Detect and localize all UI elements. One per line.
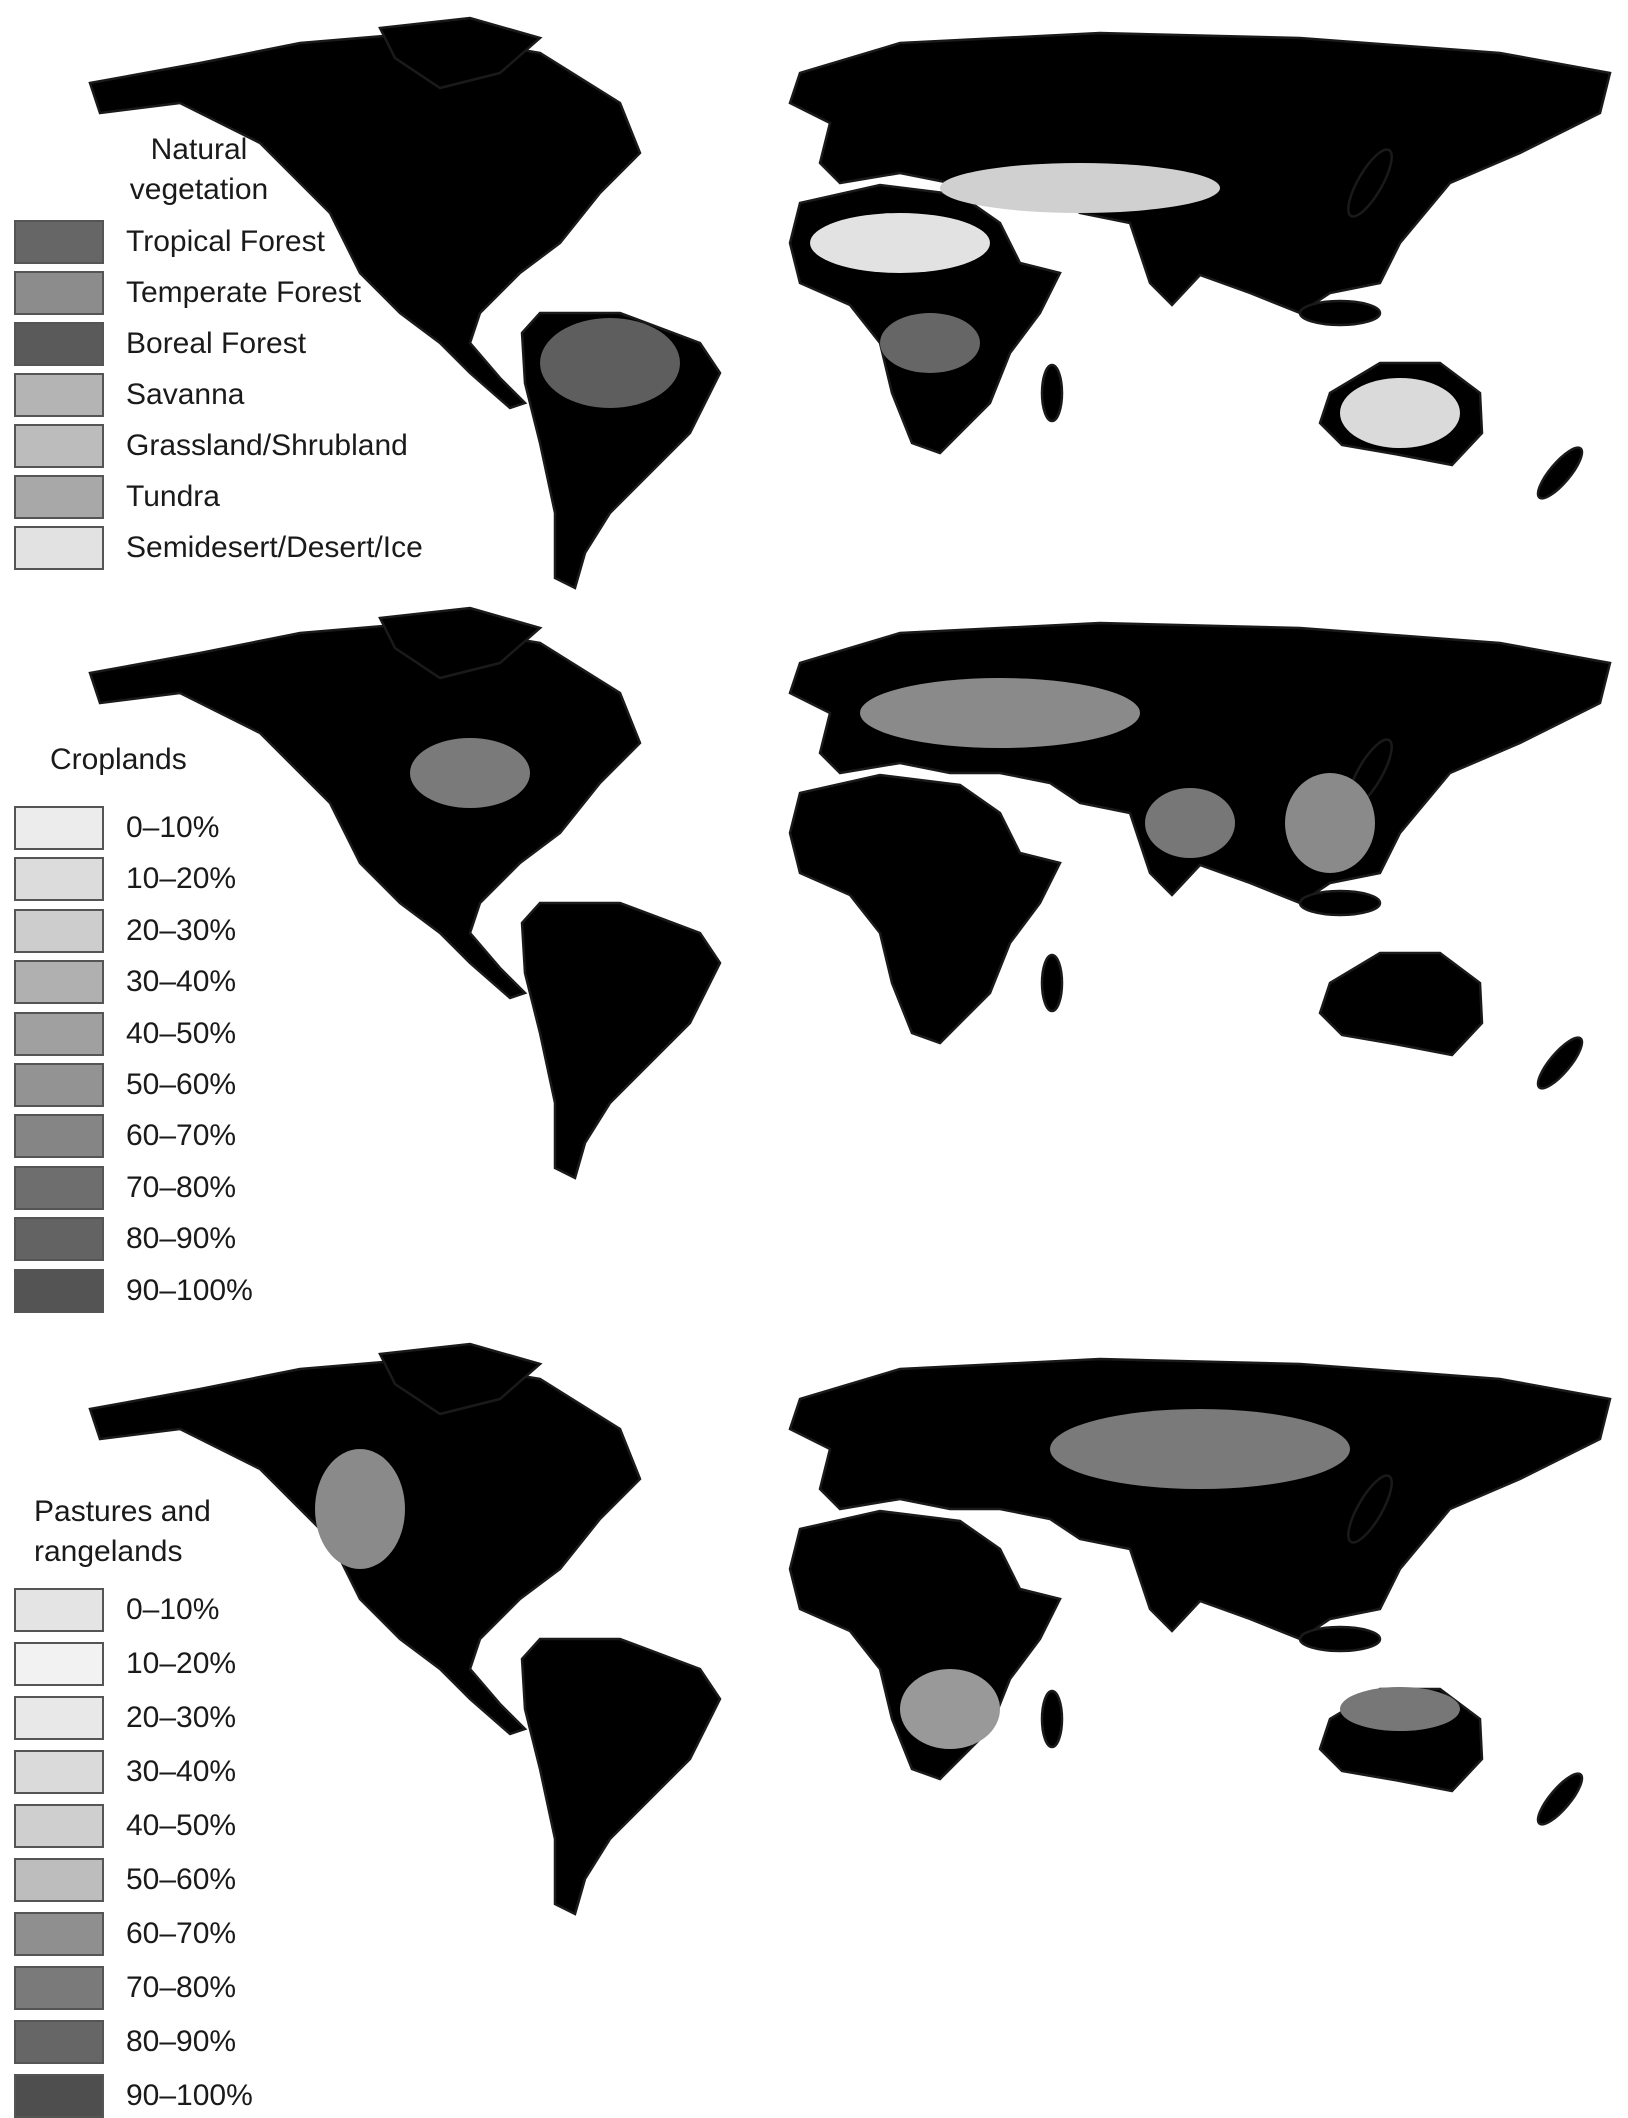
legend-item: 80–90% — [14, 1217, 494, 1262]
legend-swatch — [14, 271, 104, 315]
legend-item: 40–50% — [14, 1804, 494, 1848]
legend-item: 30–40% — [14, 960, 494, 1005]
legend-swatch — [14, 1268, 104, 1313]
legend-item: 70–80% — [14, 1165, 494, 1210]
legend-label: 70–80% — [126, 1170, 237, 1204]
legend-label: Temperate Forest — [126, 276, 362, 309]
legend-swatch — [14, 2074, 104, 2118]
legend-label: Tundra — [126, 480, 220, 513]
legend-swatch — [14, 1114, 104, 1159]
legend-item: Semidesert/Desert/Ice — [14, 526, 494, 570]
legend-label: Tropical Forest — [126, 225, 325, 258]
legend-swatch — [14, 373, 104, 417]
legend-label: Semidesert/Desert/Ice — [126, 531, 423, 564]
legend-item: 40–50% — [14, 1011, 494, 1056]
legend-item: 60–70% — [14, 1912, 494, 1956]
legend-item: 20–30% — [14, 908, 494, 953]
legend-label: 30–40% — [126, 965, 237, 999]
legend-label: 90–100% — [126, 1273, 253, 1307]
legend-label: 90–100% — [126, 2079, 253, 2112]
legend-label: 60–70% — [126, 1917, 237, 1950]
legend-swatch — [14, 475, 104, 519]
legend-item: 10–20% — [14, 857, 494, 902]
legend-swatch — [14, 1642, 104, 1686]
legend-label: Boreal Forest — [126, 327, 307, 360]
legend-item: Grassland/Shrubland — [14, 424, 494, 468]
legend-item: 50–60% — [14, 1858, 494, 1902]
legend-item: 30–40% — [14, 1750, 494, 1794]
legend-item: 70–80% — [14, 1966, 494, 2010]
legend-title: Pastures and rangelands — [34, 1495, 211, 1568]
legend-swatch — [14, 1912, 104, 1956]
legend-item: Savanna — [14, 373, 494, 417]
natural-vegetation-map — [88, 16, 1612, 590]
legend-item: 50–60% — [14, 1063, 494, 1107]
legend-item: 60–70% — [14, 1114, 494, 1159]
legend-label: 20–30% — [126, 1701, 237, 1734]
legend-swatch — [14, 2020, 104, 2064]
legend-swatch — [14, 1966, 104, 2010]
legend-swatch — [14, 220, 104, 264]
legend-label: 20–30% — [126, 913, 237, 947]
legend-label: 0–10% — [126, 1593, 220, 1626]
legend-item: Boreal Forest — [14, 322, 494, 366]
legend-item: 80–90% — [14, 2020, 494, 2064]
pastures-map — [88, 1342, 1612, 1916]
legend-swatch — [14, 1063, 104, 1107]
legend-swatch — [14, 908, 104, 953]
legend-label: 10–20% — [126, 862, 237, 896]
legend-item: Tundra — [14, 475, 494, 519]
legend-title: Natural vegetation — [129, 133, 269, 206]
legend-swatch — [14, 1165, 104, 1210]
legend-item: 0–10% — [14, 1588, 494, 1632]
legend-label: 80–90% — [126, 1222, 237, 1256]
legend-item: Temperate Forest — [14, 271, 494, 315]
legend-swatch — [14, 960, 104, 1005]
legend-label: 40–50% — [126, 1016, 237, 1050]
legend-label: 10–20% — [126, 1647, 237, 1680]
croplands-map — [88, 606, 1612, 1180]
legend-swatch — [14, 1011, 104, 1056]
legend-swatch — [14, 526, 104, 570]
legend-item: 90–100% — [14, 1268, 494, 1313]
legend-swatch — [14, 1750, 104, 1794]
legend-swatch — [14, 1804, 104, 1848]
legend-item: Tropical Forest — [14, 220, 494, 264]
legend-label: 80–90% — [126, 2025, 237, 2058]
legend-label: Grassland/Shrubland — [126, 429, 408, 462]
legend-swatch — [14, 1696, 104, 1740]
legend-item: 0–10% — [14, 806, 494, 850]
legend-item: 90–100% — [14, 2074, 494, 2118]
legend-swatch — [14, 424, 104, 468]
legend-label: 0–10% — [126, 811, 220, 844]
legend-label: 40–50% — [126, 1809, 237, 1842]
legend-label: 30–40% — [126, 1755, 237, 1788]
legend-title: Croplands — [50, 743, 187, 776]
legend-label: 50–60% — [126, 1863, 237, 1896]
legend-label: 60–70% — [126, 1119, 237, 1153]
legend-swatch — [14, 1217, 104, 1262]
legend-item: 10–20% — [14, 1642, 494, 1686]
legend-label: Savanna — [126, 378, 245, 411]
legend-swatch — [14, 322, 104, 366]
legend-swatch — [14, 1858, 104, 1902]
legend-swatch — [14, 857, 104, 902]
legend-swatch — [14, 806, 104, 850]
legend-label: 70–80% — [126, 1971, 237, 2004]
legend-label: 50–60% — [126, 1068, 237, 1101]
legend-item: 20–30% — [14, 1696, 494, 1740]
legend-swatch — [14, 1588, 104, 1632]
